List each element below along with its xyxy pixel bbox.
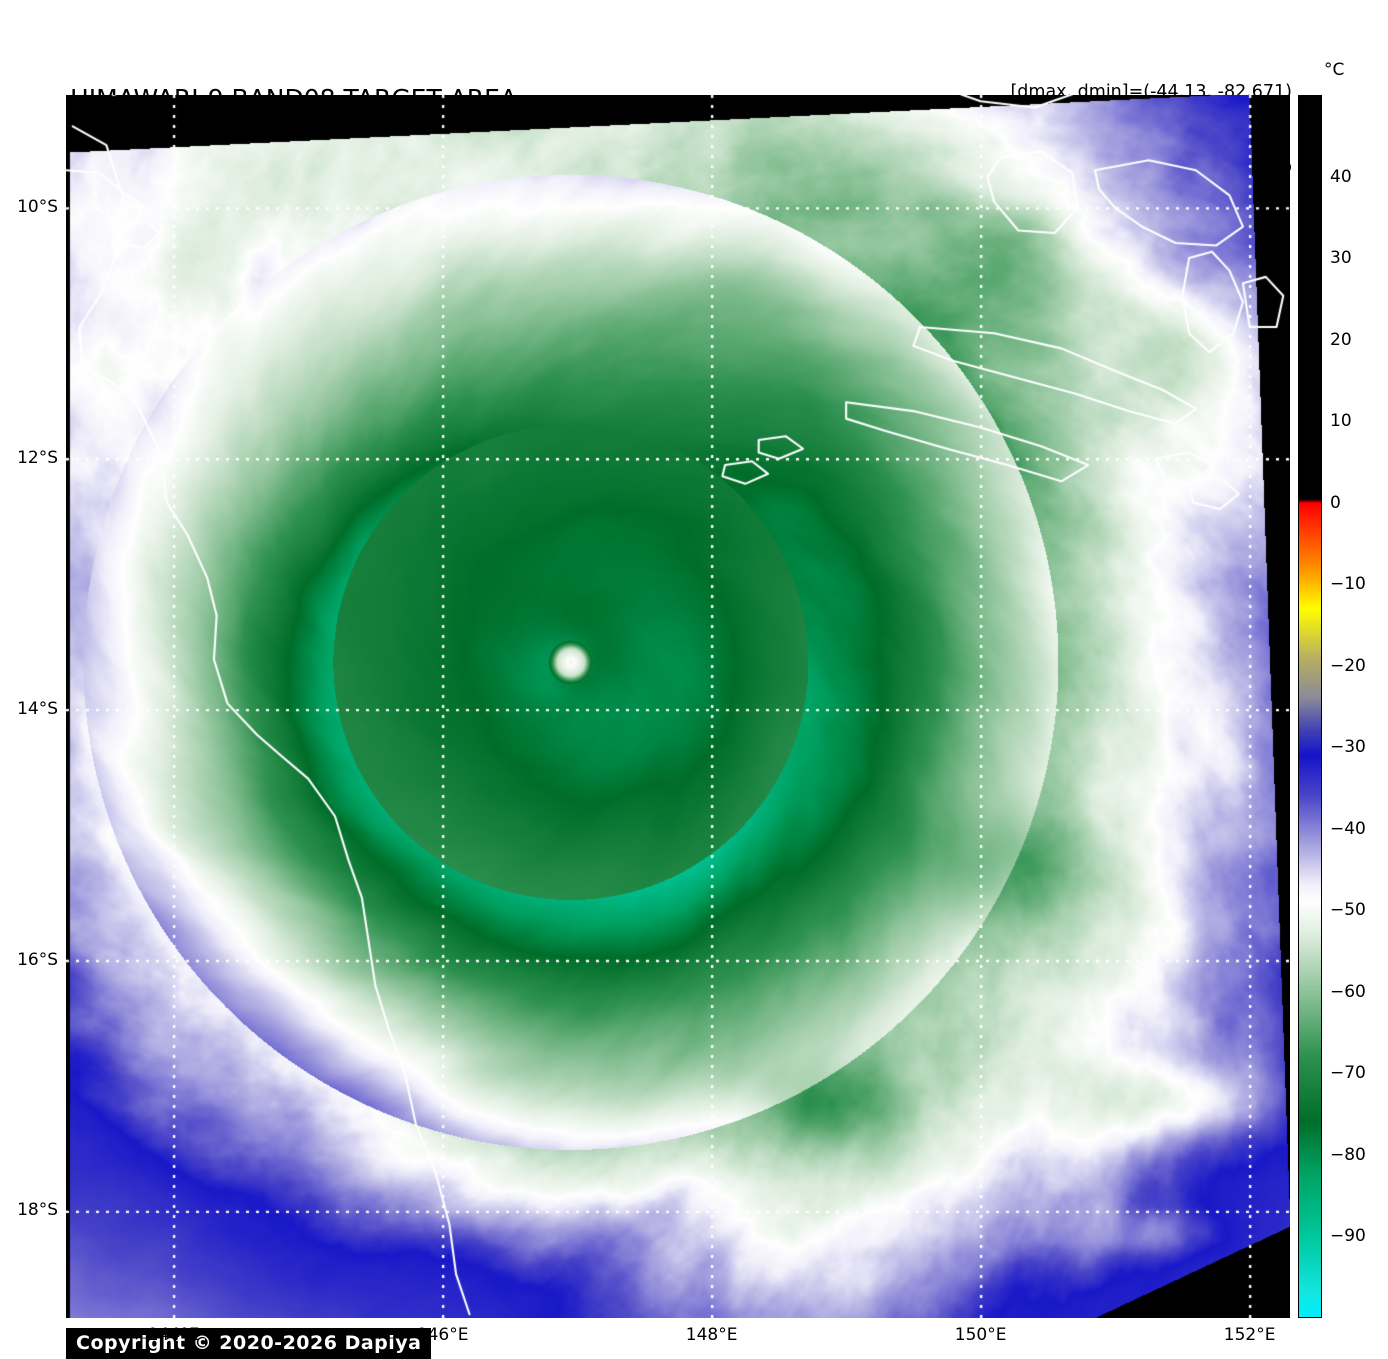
colorbar-tick-label: 20	[1330, 329, 1352, 350]
colorbar-unit-label: °C	[1324, 60, 1345, 80]
colorbar-tick-label: −70	[1330, 1063, 1366, 1084]
satellite-image-plot	[66, 95, 1290, 1318]
x-axis-tick-label: 146°E	[416, 1325, 469, 1345]
x-axis-tick-label: 144°E	[147, 1325, 200, 1345]
colorbar-tick-label: −20	[1330, 655, 1366, 676]
temperature-colorbar	[1298, 95, 1322, 1318]
colorbar-tick-label: 30	[1330, 248, 1352, 269]
colorbar-tick-label: −50	[1330, 900, 1366, 921]
x-axis-tick-label: 148°E	[685, 1325, 738, 1345]
x-axis-tick-label: 150°E	[954, 1325, 1007, 1345]
colorbar-tick-label: −30	[1330, 737, 1366, 758]
colorbar-tick-label: −60	[1330, 981, 1366, 1002]
x-axis-tick-label: 152°E	[1223, 1325, 1276, 1345]
colorbar-gradient	[1299, 96, 1321, 1317]
colorbar-tick-label: −80	[1330, 1144, 1366, 1165]
colorbar-tick-label: 0	[1330, 492, 1341, 513]
colorbar-tick-label: −90	[1330, 1226, 1366, 1247]
copyright-banner: Copyright © 2020-2026 Dapiya	[66, 1328, 432, 1359]
colorbar-tick-label: 40	[1330, 166, 1352, 187]
colorbar-tick-label: −10	[1330, 574, 1366, 595]
colorbar-tick-label: −40	[1330, 818, 1366, 839]
map-gridlines-overlay	[66, 95, 1290, 1318]
colorbar-tick-label: 10	[1330, 411, 1352, 432]
